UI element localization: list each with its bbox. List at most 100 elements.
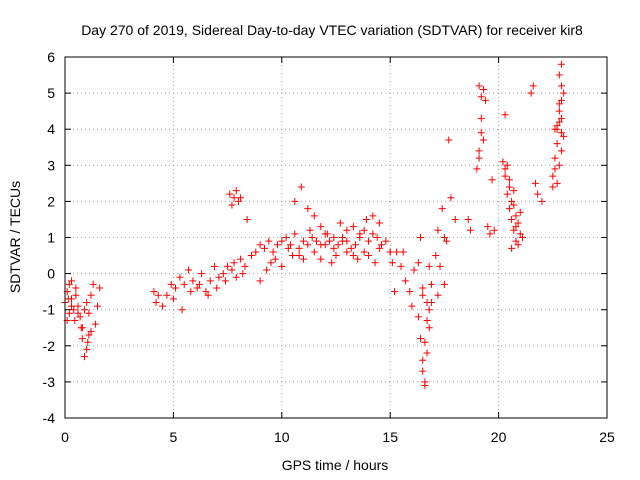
data-point: [215, 273, 223, 281]
data-point: [167, 280, 175, 288]
x-tick-label: 15: [382, 429, 398, 445]
x-tick-label: 25: [599, 429, 615, 445]
data-point: [256, 277, 264, 285]
data-point: [189, 277, 197, 285]
data-point: [419, 367, 427, 375]
chart-title: Day 270 of 2019, Sidereal Day-to-day VTE…: [81, 22, 583, 38]
data-point: [83, 298, 91, 306]
data-point: [178, 306, 186, 314]
data-point: [94, 302, 102, 310]
data-point: [375, 244, 383, 252]
data-point: [310, 212, 318, 220]
y-tick-label: 5: [47, 85, 55, 101]
data-point: [529, 82, 537, 90]
data-point: [371, 259, 379, 267]
data-point: [438, 205, 446, 213]
data-point: [71, 317, 79, 325]
data-point: [473, 165, 481, 173]
data-point: [343, 248, 351, 256]
data-point: [195, 280, 203, 288]
data-point: [516, 208, 524, 216]
data-point: [65, 280, 73, 288]
data-point: [76, 313, 84, 321]
data-point: [410, 266, 418, 274]
data-point: [362, 215, 370, 223]
data-point: [232, 273, 240, 281]
data-point: [434, 291, 442, 299]
data-point: [369, 212, 377, 220]
data-point: [443, 237, 451, 245]
data-point: [549, 183, 557, 191]
data-point: [187, 288, 195, 296]
data-point: [388, 259, 396, 267]
data-point: [317, 255, 325, 263]
data-point: [414, 313, 422, 321]
data-point: [425, 324, 433, 332]
data-point: [393, 248, 401, 256]
data-point: [96, 284, 104, 292]
data-point: [560, 132, 568, 140]
data-point: [150, 288, 158, 296]
data-point: [557, 147, 565, 155]
data-point: [349, 223, 357, 231]
data-point: [306, 226, 314, 234]
data-point: [477, 129, 485, 137]
data-point: [237, 194, 245, 202]
y-tick-label: -4: [43, 410, 56, 426]
data-point: [557, 96, 565, 104]
data-point: [490, 226, 498, 234]
data-point: [81, 306, 89, 314]
data-point: [382, 237, 390, 245]
axis-ticks: 0 5 10 15 20 25 -4 -3 -2 -1 0 1 2 3 4 5 6: [43, 49, 615, 445]
data-point: [256, 241, 264, 249]
data-point: [475, 82, 483, 90]
data-point: [531, 179, 539, 187]
data-point: [447, 194, 455, 202]
y-axis-label: SDTVAR / TECUs: [7, 181, 23, 293]
data-point: [234, 197, 242, 205]
data-point: [501, 111, 509, 119]
data-point: [386, 248, 394, 256]
data-point: [477, 93, 485, 101]
data-point: [284, 244, 292, 252]
data-point: [555, 107, 563, 115]
x-tick-label: 20: [491, 429, 507, 445]
data-point: [440, 280, 448, 288]
data-point: [479, 85, 487, 93]
y-tick-label: -3: [43, 374, 56, 390]
data-point: [74, 302, 82, 310]
data-point: [295, 244, 303, 252]
data-point: [512, 237, 520, 245]
data-point: [84, 338, 92, 346]
x-tick-label: 0: [61, 429, 69, 445]
data-point: [304, 205, 312, 213]
data-point: [299, 255, 307, 263]
data-point: [445, 136, 453, 144]
data-point: [65, 309, 73, 317]
data-point: [501, 165, 509, 173]
data-point: [553, 140, 561, 148]
data-point: [230, 194, 238, 202]
y-tick-label: 2: [47, 193, 55, 209]
data-point: [555, 118, 563, 126]
data-point: [267, 259, 275, 267]
data-point: [365, 237, 373, 245]
data-point: [551, 125, 559, 133]
data-point: [252, 248, 260, 256]
data-point: [87, 327, 95, 335]
data-point: [221, 277, 229, 285]
data-point: [278, 262, 286, 270]
data-point: [427, 280, 435, 288]
data-point: [434, 226, 442, 234]
data-point: [360, 248, 368, 256]
data-point: [332, 252, 340, 260]
data-point: [354, 255, 362, 263]
data-point: [228, 266, 236, 274]
data-point: [206, 277, 214, 285]
data-point: [401, 277, 409, 285]
data-point: [198, 270, 206, 278]
data-point: [219, 270, 227, 278]
data-point: [239, 270, 247, 278]
data-point: [391, 288, 399, 296]
data-point: [237, 255, 245, 263]
